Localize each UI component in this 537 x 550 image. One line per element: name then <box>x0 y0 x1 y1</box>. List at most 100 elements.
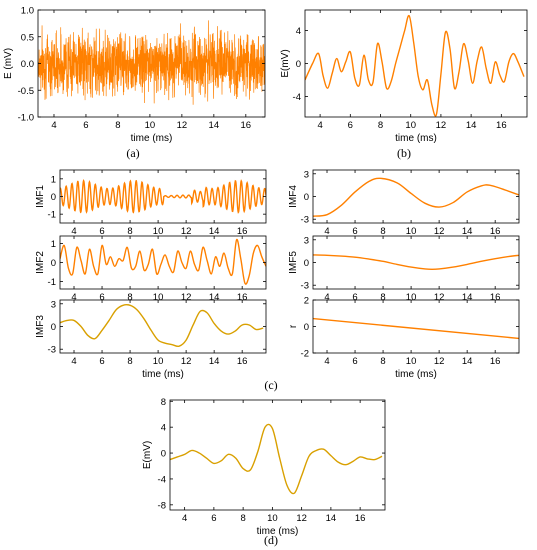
series-line-d <box>170 423 383 495</box>
y-tick-label-imf2: 0 <box>51 258 56 269</box>
x-tick-label-a: 4 <box>51 120 56 131</box>
x-tick-label-r: 16 <box>490 356 501 367</box>
x-tick-label-imf4: 16 <box>490 226 501 237</box>
y-axis-label-b: E(mV) <box>280 49 291 77</box>
x-tick-label-r: 6 <box>352 356 357 367</box>
y-tick-label-d: 8 <box>161 397 166 408</box>
y-tick-label-imf3: -3 <box>48 345 56 356</box>
panel-a: 4 6 8 10 12 14 16 -1.0 -0.5 0.0 0.5 1.0 time (ms) E (… <box>3 6 266 144</box>
y-tick-label-a: -0.5 <box>18 86 34 97</box>
x-tick-label-imf4: 14 <box>462 226 473 237</box>
y-tick-label-imf5: 3 <box>304 235 309 246</box>
x-tick-label-a: 12 <box>177 120 188 131</box>
x-tick-label-b: 12 <box>436 120 447 131</box>
y-tick-label-r: 0 <box>304 322 309 333</box>
x-tick-label-b: 10 <box>405 120 416 131</box>
x-tick-label-b: 8 <box>378 120 383 131</box>
y-tick-label-a: 1.0 <box>21 6 34 17</box>
y-axis-label-r: r <box>288 324 299 328</box>
x-tick-label-imf1: 4 <box>71 226 76 237</box>
y-tick-label-imf5: 0 <box>304 258 309 269</box>
x-tick-label-b: 14 <box>466 120 477 131</box>
x-tick-label-r: 4 <box>324 356 329 367</box>
x-tick-label-r: 12 <box>434 356 445 367</box>
y-axis-label-d: E(mV) <box>142 441 153 469</box>
x-tick-label-imf4: 10 <box>406 226 417 237</box>
series-line-imf2 <box>60 238 266 285</box>
plot-frame-imf3 <box>59 299 267 354</box>
y-tick-label-d: -8 <box>158 500 166 511</box>
x-tick-label-imf5: 10 <box>406 292 417 303</box>
x-tick-label-imf2: 16 <box>237 292 248 303</box>
plot-frame-d <box>169 399 386 511</box>
y-axis-label-imf4: IMF4 <box>288 185 299 208</box>
x-tick-label-imf4: 4 <box>324 226 329 237</box>
x-tick-label-imf2: 4 <box>71 292 76 303</box>
y-axis-label-imf5: IMF5 <box>288 251 299 274</box>
x-tick-label-a: 10 <box>145 120 156 131</box>
x-tick-label-imf3: 8 <box>127 356 132 367</box>
x-tick-label-r: 8 <box>380 356 385 367</box>
series-line-imf3 <box>60 304 264 348</box>
x-tick-label-imf2: 14 <box>209 292 220 303</box>
x-tick-label-imf2: 6 <box>99 292 104 303</box>
series-line-imf5 <box>313 254 519 271</box>
y-tick-label-a: 0.5 <box>21 32 34 43</box>
y-tick-label-imf1: -1 <box>48 210 56 221</box>
series-line-a <box>38 20 265 105</box>
x-axis-label-b: time (ms) <box>395 133 437 144</box>
series-line-r <box>313 317 519 340</box>
x-tick-label-imf3: 14 <box>209 356 220 367</box>
y-axis-label-imf2: IMF2 <box>35 251 46 274</box>
plot-frame-r <box>312 299 520 354</box>
y-tick-label-b: 0 <box>296 59 301 70</box>
panel-imf5: 4 6 8 10 12 14 16 -3 0 3 IMF5 <box>288 235 520 303</box>
caption-a: (a) <box>126 146 139 160</box>
x-tick-label-imf5: 8 <box>380 292 385 303</box>
y-tick-label-imf4: -3 <box>301 215 309 226</box>
x-tick-label-d: 6 <box>211 513 216 524</box>
x-tick-label-imf5: 14 <box>462 292 473 303</box>
caption-d: (d) <box>264 533 278 547</box>
x-tick-label-imf3: 6 <box>99 356 104 367</box>
x-tick-label-imf1: 14 <box>209 226 220 237</box>
y-tick-label-imf1: 0 <box>51 192 56 203</box>
y-tick-label-imf4: 3 <box>304 169 309 180</box>
y-axis-label-a: E (mV) <box>3 48 14 79</box>
y-tick-label-imf2: -1 <box>48 277 56 288</box>
x-axis-label-r: time (ms) <box>395 369 437 380</box>
y-tick-label-a: -1.0 <box>18 113 34 124</box>
x-tick-label-b: 6 <box>348 120 353 131</box>
panel-b: 4 6 8 10 12 14 16 -4 0 4 time (ms) E(mV) <box>280 9 528 144</box>
caption-c: (c) <box>264 378 277 392</box>
x-tick-label-b: 16 <box>496 120 507 131</box>
x-tick-label-imf3: 12 <box>181 356 192 367</box>
x-tick-label-d: 14 <box>326 513 337 524</box>
y-tick-label-imf3: 3 <box>51 299 56 310</box>
x-tick-label-imf5: 6 <box>352 292 357 303</box>
x-tick-label-imf4: 6 <box>352 226 357 237</box>
series-line-b <box>305 14 525 117</box>
x-tick-label-imf5: 12 <box>434 292 445 303</box>
x-tick-label-b: 4 <box>317 120 322 131</box>
x-tick-label-imf1: 8 <box>127 226 132 237</box>
x-tick-label-imf3: 10 <box>153 356 164 367</box>
x-tick-label-imf2: 12 <box>181 292 192 303</box>
caption-b: (b) <box>397 146 411 160</box>
x-tick-label-imf2: 8 <box>127 292 132 303</box>
plot-frame-imf5 <box>312 235 520 290</box>
x-tick-label-imf1: 10 <box>153 226 164 237</box>
x-tick-label-imf1: 12 <box>181 226 192 237</box>
series-line-imf4 <box>313 177 519 217</box>
y-tick-label-d: -4 <box>158 474 166 485</box>
panel-imf2: 4 6 8 10 12 14 16 -1 0 1 IMF2 <box>35 235 267 303</box>
x-tick-label-imf1: 16 <box>237 226 248 237</box>
panel-r: 4 6 8 10 12 14 16 -2 0 2 time (ms) r <box>288 296 520 380</box>
x-axis-label-a: time (ms) <box>131 133 173 144</box>
y-tick-label-d: 0 <box>161 449 166 460</box>
x-tick-label-r: 10 <box>406 356 417 367</box>
x-tick-label-d: 12 <box>296 513 307 524</box>
x-tick-label-imf5: 16 <box>490 292 501 303</box>
x-tick-label-d: 8 <box>240 513 245 524</box>
